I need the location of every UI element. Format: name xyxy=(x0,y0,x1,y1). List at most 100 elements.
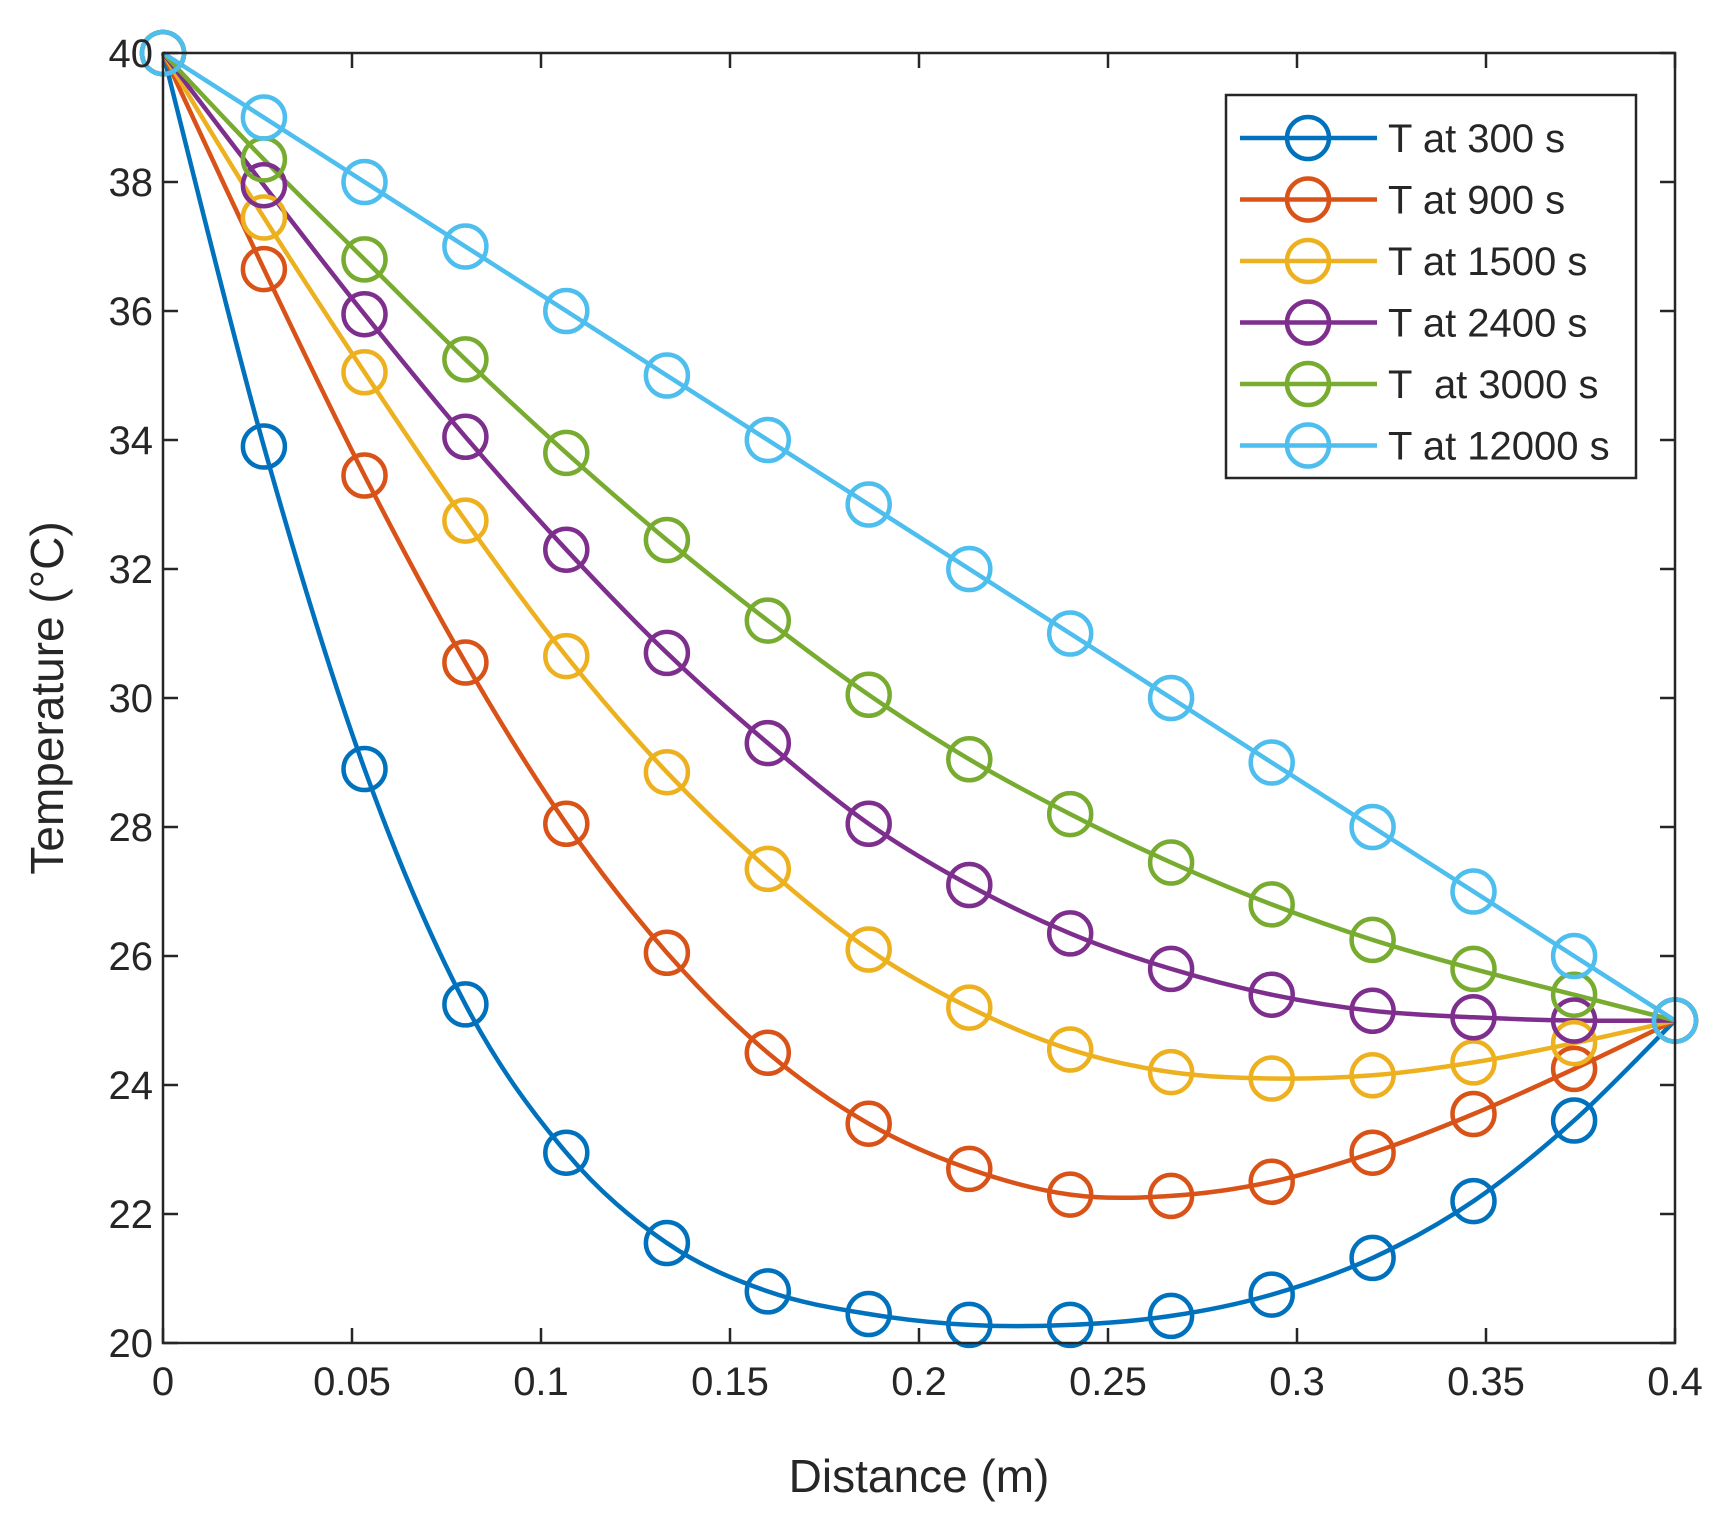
series-2-point-8 xyxy=(845,1100,892,1147)
series-3-point-14 xyxy=(1450,1039,1497,1086)
series-line-5 xyxy=(161,51,1676,1023)
series-3-point-9 xyxy=(946,984,993,1031)
y-tick-label: 40 xyxy=(109,32,154,76)
series-2-point-11 xyxy=(1147,1172,1195,1220)
series-3-point-12 xyxy=(1248,1055,1295,1102)
series-lines xyxy=(160,51,1677,1329)
axis-tick-labels: 0 0.05 0.1 0.15 0.2 0.25 0.3 0.35 0.4 20 22 24 26 28 3… xyxy=(109,32,1703,1404)
x-axis-label: Distance (m) xyxy=(789,1450,1050,1502)
legend-label-6: T at 12000 s xyxy=(1388,425,1610,469)
series-line-1 xyxy=(160,52,1677,1329)
series-1-point-8 xyxy=(845,1290,892,1338)
y-tick-label: 24 xyxy=(109,1064,154,1108)
legend-swatch-marker-5 xyxy=(1284,360,1332,408)
series-3-point-13 xyxy=(1349,1052,1396,1099)
series-6-point-11 xyxy=(1147,674,1195,722)
legend-swatch-marker-1 xyxy=(1284,114,1332,162)
legend-label-2: T at 900 s xyxy=(1388,179,1565,223)
y-tick-label: 26 xyxy=(109,935,154,979)
series-4-point-6 xyxy=(643,629,691,677)
x-tick-label: 0.35 xyxy=(1447,1360,1525,1404)
series-6-point-15 xyxy=(1550,932,1598,980)
series-3-point-8 xyxy=(845,926,892,973)
series-3-point-7 xyxy=(744,845,792,893)
legend: T at 300 s T at 900 s T at 1500 s T at 2400… xyxy=(1224,93,1638,480)
x-tick-label: 0.15 xyxy=(691,1360,769,1404)
series-4-point-9 xyxy=(946,861,993,909)
series-1-point-6 xyxy=(643,1219,691,1267)
series-5-point-7 xyxy=(744,597,792,644)
series-1-point-13 xyxy=(1349,1234,1396,1282)
series-4-point-3 xyxy=(341,290,388,338)
series-1-point-10 xyxy=(1046,1301,1094,1349)
series-2-point-6 xyxy=(643,929,691,977)
series-3-point-5 xyxy=(543,632,590,680)
series-5-point-15 xyxy=(1550,971,1598,1018)
series-2-point-4 xyxy=(442,639,489,686)
series-2-point-3 xyxy=(341,452,388,499)
y-tick-label: 30 xyxy=(109,677,154,721)
series-5-point-8 xyxy=(845,671,892,719)
series-3-point-10 xyxy=(1046,1026,1094,1073)
series-3-point-15 xyxy=(1550,1019,1598,1067)
series-5-point-5 xyxy=(543,429,590,477)
series-6-point-3 xyxy=(341,158,388,206)
series-5-point-9 xyxy=(946,736,993,783)
series-2-point-2 xyxy=(240,245,288,293)
series-3-point-6 xyxy=(643,748,691,796)
series-5-point-14 xyxy=(1450,945,1497,993)
series-4-point-15 xyxy=(1550,997,1598,1044)
series-5-point-3 xyxy=(341,236,388,283)
series-line-3 xyxy=(161,51,1676,1081)
legend-swatch-marker-2 xyxy=(1284,176,1332,223)
series-6-point-13 xyxy=(1349,803,1396,851)
series-4-point-10 xyxy=(1046,910,1094,957)
legend-swatch-marker-6 xyxy=(1284,422,1332,469)
series-5-point-10 xyxy=(1046,790,1094,838)
series-6-point-5 xyxy=(543,287,590,335)
series-3-point-3 xyxy=(341,349,388,396)
series-2-point-10 xyxy=(1046,1171,1094,1218)
x-tick-label: 0.1 xyxy=(513,1360,569,1404)
legend-label-4: T at 2400 s xyxy=(1388,302,1587,346)
series-4-point-5 xyxy=(543,526,590,573)
series-markers xyxy=(139,29,1699,1349)
y-tick-label: 28 xyxy=(109,806,154,850)
series-4-point-14 xyxy=(1450,994,1497,1041)
x-tick-label: 0.4 xyxy=(1647,1360,1703,1404)
series-5-point-13 xyxy=(1349,916,1396,964)
series-6-point-14 xyxy=(1450,868,1497,915)
series-6-point-2 xyxy=(240,94,288,141)
series-4-point-13 xyxy=(1349,987,1396,1035)
x-tick-label: 0.3 xyxy=(1269,1360,1325,1404)
series-3-point-2 xyxy=(240,194,288,241)
x-tick-label: 0.05 xyxy=(313,1360,391,1404)
series-6-point-8 xyxy=(845,481,892,528)
legend-box xyxy=(1224,93,1638,480)
series-1-point-3 xyxy=(341,745,388,793)
series-6-point-9 xyxy=(946,545,993,593)
series-6-point-10 xyxy=(1046,610,1094,657)
axis-ticks xyxy=(161,51,1677,1345)
series-2-point-14 xyxy=(1450,1090,1497,1138)
y-tick-label: 34 xyxy=(109,419,154,463)
series-2-point-12 xyxy=(1248,1158,1295,1206)
series-1-point-12 xyxy=(1248,1271,1295,1318)
series-5-point-4 xyxy=(442,336,489,383)
series-5-point-6 xyxy=(643,516,691,564)
series-line-4 xyxy=(161,51,1676,1023)
series-5-point-11 xyxy=(1147,839,1195,886)
series-4-point-11 xyxy=(1147,945,1195,993)
series-2-point-5 xyxy=(543,800,590,848)
legend-swatch-marker-4 xyxy=(1284,299,1332,346)
legend-label-1: T at 300 s xyxy=(1388,117,1565,161)
x-tick-label: 0.2 xyxy=(891,1360,947,1404)
legend-label-5: T at 3000 s xyxy=(1388,363,1599,407)
series-6-point-12 xyxy=(1248,739,1295,786)
series-3-point-4 xyxy=(442,497,489,544)
series-1-point-7 xyxy=(744,1268,792,1315)
y-tick-label: 32 xyxy=(109,548,154,592)
series-2-point-9 xyxy=(946,1145,993,1193)
series-1-point-2 xyxy=(240,423,288,470)
series-4-point-12 xyxy=(1248,971,1295,1018)
